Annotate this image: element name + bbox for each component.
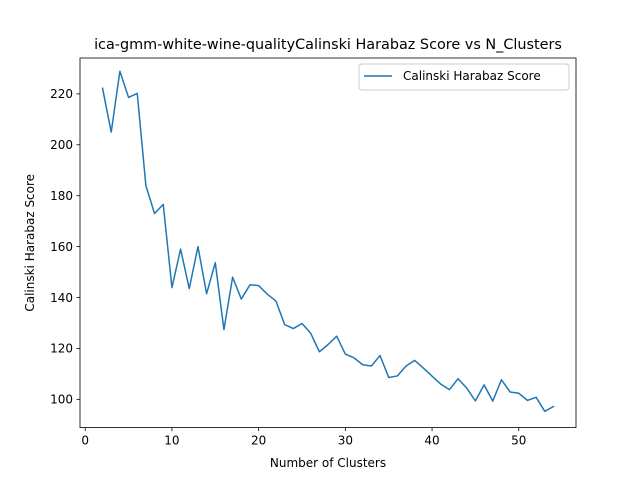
y-tick-label: 120 [50, 342, 73, 356]
legend-box [358, 63, 570, 91]
x-tick-label: 10 [164, 434, 179, 448]
legend-label: Calinski Harabaz Score [403, 69, 541, 83]
y-tick-label: 220 [50, 87, 73, 101]
series-layer [101, 70, 555, 413]
y-tick-label: 180 [50, 189, 73, 203]
y-tick-label: 200 [50, 138, 73, 152]
plot-background [80, 58, 576, 428]
x-tick-label: 0 [81, 434, 89, 448]
plot-area [80, 58, 576, 428]
x-tick-label: 20 [251, 434, 266, 448]
x-tick-label: 30 [338, 434, 353, 448]
y-axis-ticks: 100 120 140 160 180 200 220 [50, 87, 80, 407]
x-tick-label: 40 [424, 434, 439, 448]
y-axis-label: Calinski Harabaz Score [23, 174, 37, 312]
x-axis-ticks: 0 10 20 30 40 50 [81, 427, 526, 448]
y-tick-label: 100 [50, 393, 73, 407]
legend: Calinski Harabaz Score [358, 63, 570, 91]
chart-title: ica-gmm-white-wine-qualityCalinski Harab… [94, 37, 562, 53]
y-tick-label: 160 [50, 240, 73, 254]
x-axis-label: Number of Clusters [270, 456, 386, 470]
series-line-0 [101, 70, 555, 413]
y-tick-label: 140 [50, 291, 73, 305]
plot-frame [79, 57, 577, 429]
x-tick-label: 50 [511, 434, 526, 448]
